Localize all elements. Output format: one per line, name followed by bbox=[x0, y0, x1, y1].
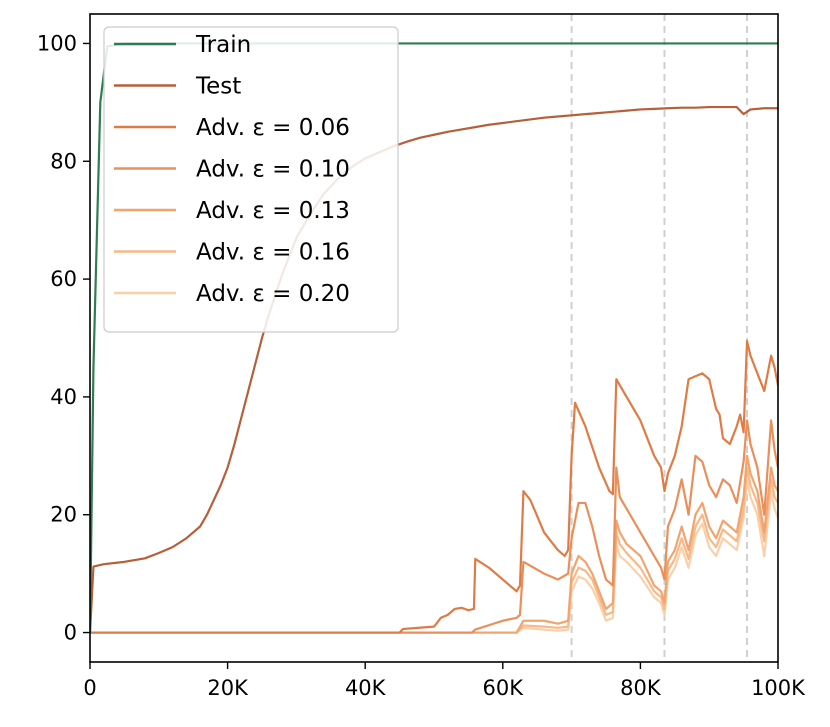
y-tick-label-3: 40 bbox=[50, 385, 77, 409]
legend-box bbox=[103, 26, 399, 333]
legend-label-3: Adv. ε = 0.06 bbox=[196, 115, 350, 141]
legend-label-2: Test bbox=[195, 74, 241, 100]
x-tick-label-2: 20K bbox=[207, 676, 249, 700]
y-tick-label-1: 0 bbox=[64, 621, 77, 645]
y-tick-label-6: 100 bbox=[37, 31, 77, 55]
x-tick-label-6: 100K bbox=[751, 676, 806, 700]
series-line-4 bbox=[90, 419, 778, 634]
x-tick-label-1: 0 bbox=[83, 676, 96, 700]
legend: Train Test Adv. ε = 0.06 Adv. ε = 0.10 Adv. … bbox=[103, 26, 399, 333]
series-line-3 bbox=[90, 339, 778, 634]
legend-label-1: Train bbox=[195, 32, 251, 58]
legend-label-5: Adv. ε = 0.13 bbox=[196, 198, 350, 224]
x-axis: 0 20K 40K 60K 80K 100K bbox=[83, 662, 806, 700]
x-tick-label-4: 60K bbox=[483, 676, 525, 700]
vertical-reference-lines bbox=[570, 14, 749, 662]
y-axis: 0 20 40 60 80 100 bbox=[37, 31, 90, 645]
series-line-5 bbox=[90, 454, 778, 634]
y-tick-label-2: 20 bbox=[50, 503, 77, 527]
y-tick-label-5: 80 bbox=[50, 149, 77, 173]
x-tick-label-3: 40K bbox=[345, 676, 387, 700]
plot-frame bbox=[89, 13, 779, 663]
x-tick-label-5: 80K bbox=[620, 676, 662, 700]
y-tick-label-4: 60 bbox=[50, 267, 77, 291]
legend-label-7: Adv. ε = 0.20 bbox=[196, 281, 350, 307]
legend-label-6: Adv. ε = 0.16 bbox=[196, 240, 350, 266]
legend-label-4: Adv. ε = 0.10 bbox=[196, 157, 350, 183]
